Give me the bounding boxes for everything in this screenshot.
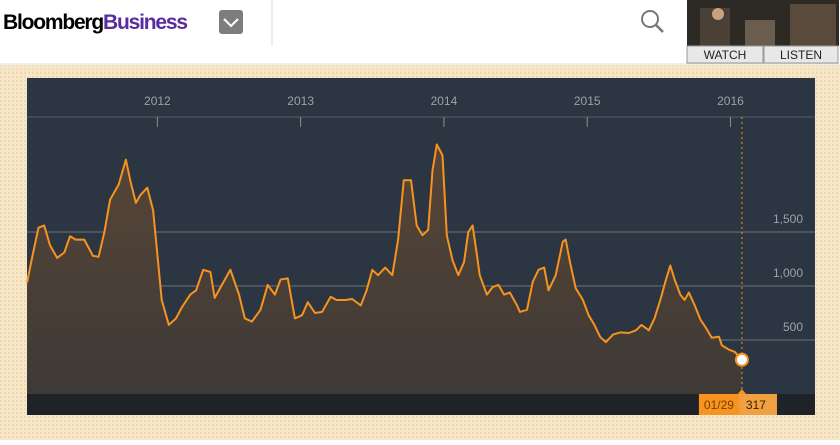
chart-footer (27, 394, 815, 415)
video-thumbnail[interactable] (687, 0, 839, 46)
watch-label: WATCH (704, 48, 747, 62)
chevron-icon (223, 18, 239, 28)
x-tick-label: 2015 (574, 94, 601, 108)
chart: 500 1,000 1,500 2012 2013 2014 2015 2016 01/29 31… (26, 94, 815, 415)
label-pointer (736, 389, 747, 395)
brand[interactable]: BloombergBusiness (3, 11, 189, 34)
watch-button[interactable] (686, 45, 764, 64)
y-tick-label: 1,000 (773, 266, 803, 280)
end-date-label: 01/29 (704, 398, 734, 412)
video-desk (745, 20, 775, 46)
search-icon (641, 10, 659, 28)
menu-dropdown[interactable] (219, 10, 243, 34)
line (26, 143, 743, 361)
brand-accent: Business (103, 11, 187, 34)
listen-label: LISTEN (780, 48, 822, 62)
y-tick-label: 1,500 (773, 212, 803, 226)
y-tick-label: 500 (783, 320, 803, 334)
x-tick-label: 2013 (287, 94, 314, 108)
video-face (712, 8, 724, 20)
end-value-label: 317 (746, 398, 766, 412)
x-tick-label: 2016 (717, 94, 744, 108)
end-marker (734, 352, 749, 367)
brand-name: Bloomberg (3, 11, 103, 34)
end-value-box (738, 394, 777, 415)
search-button[interactable] (641, 10, 664, 33)
listen-button[interactable] (763, 45, 839, 64)
search-handle (655, 24, 664, 33)
x-tick-label: 2014 (431, 94, 458, 108)
video-figure (790, 4, 836, 46)
x-tick-label: 2012 (144, 94, 171, 108)
